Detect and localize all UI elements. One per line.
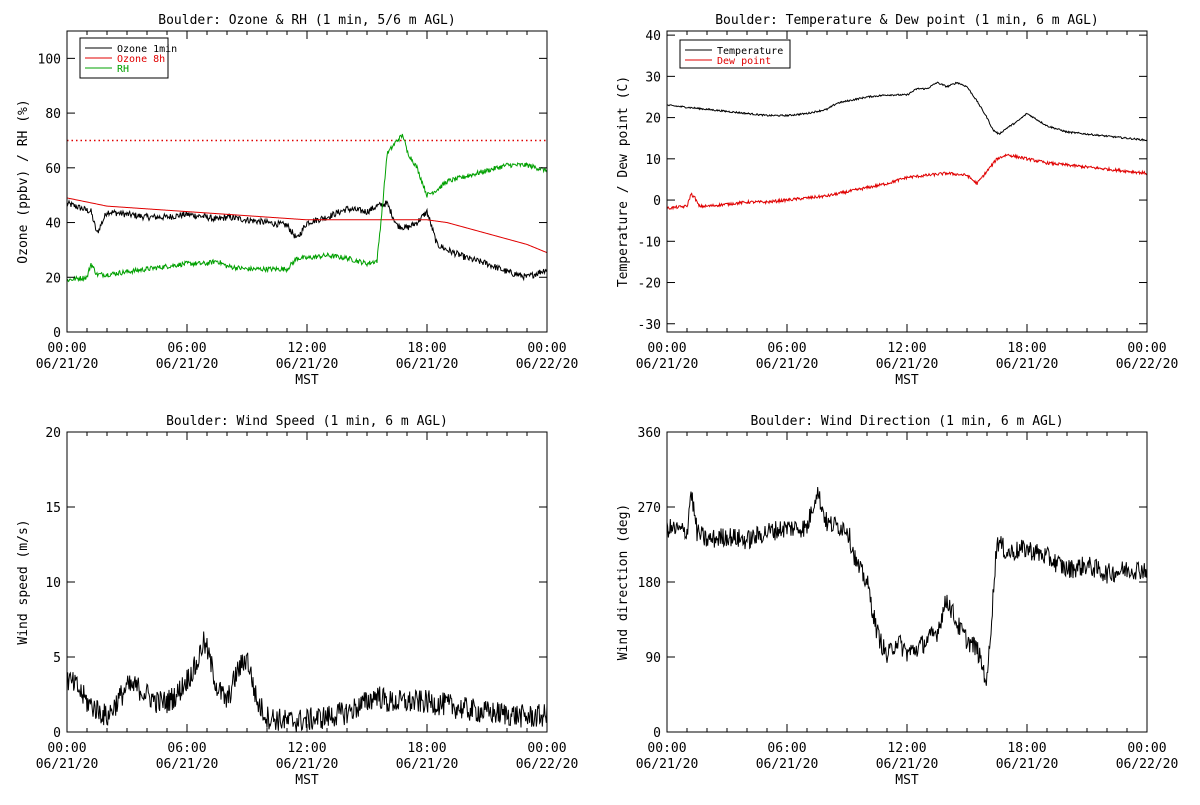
x-tick-label-date: 06/21/20	[756, 357, 819, 372]
y-tick-label: 10	[45, 576, 61, 591]
x-tick-label-time: 18:00	[407, 341, 446, 356]
series-line-temperature	[667, 81, 1147, 142]
y-tick-label: 0	[653, 194, 661, 209]
x-tick-label-time: 18:00	[1007, 741, 1046, 756]
y-tick-label: 40	[45, 217, 61, 232]
x-tick-label-time: 00:00	[647, 341, 686, 356]
x-tick-label-time: 00:00	[1127, 741, 1166, 756]
x-tick-label-time: 12:00	[287, 741, 326, 756]
series-line-ozone-1min	[67, 199, 547, 282]
y-tick-label: 20	[645, 112, 661, 127]
legend-label: Ozone 8h	[117, 54, 165, 65]
x-tick-label-time: 06:00	[167, 341, 206, 356]
y-tick-label: 270	[638, 501, 661, 516]
x-tick-label-date: 06/21/20	[396, 757, 459, 772]
y-axis-label: Wind direction (deg)	[616, 504, 631, 661]
y-tick-label: 5	[53, 651, 61, 666]
x-axis-label: MST	[895, 373, 919, 388]
y-axis-label: Ozone (ppbv) / RH (%)	[16, 99, 31, 263]
legend-label: RH	[117, 64, 129, 75]
y-tick-label: 15	[45, 501, 61, 516]
panel-wind_dir: Boulder: Wind Direction (1 min, 6 m AGL)…	[616, 414, 1178, 788]
x-tick-label-date: 06/21/20	[276, 757, 339, 772]
series-line-ozone-8h	[67, 197, 547, 254]
series-line-wind-direction	[667, 486, 1147, 686]
x-tick-label-time: 00:00	[527, 341, 566, 356]
chart-title: Boulder: Wind Speed (1 min, 6 m AGL)	[166, 414, 448, 429]
y-tick-label: 40	[645, 29, 661, 44]
y-tick-label: 0	[53, 726, 61, 741]
chart-title: Boulder: Wind Direction (1 min, 6 m AGL)	[750, 414, 1063, 429]
y-axis-label: Temperature / Dew point (C)	[616, 76, 631, 287]
legend-label: Temperature	[717, 46, 783, 57]
x-tick-label-time: 06:00	[167, 741, 206, 756]
x-tick-label-date: 06/22/20	[516, 757, 579, 772]
x-tick-label-date: 06/22/20	[1116, 757, 1179, 772]
x-tick-label-date: 06/21/20	[36, 757, 99, 772]
series-line-rh	[67, 133, 547, 283]
x-tick-label-date: 06/21/20	[276, 357, 339, 372]
y-tick-label: 20	[45, 426, 61, 441]
x-tick-label-date: 06/21/20	[156, 357, 219, 372]
x-axis-label: MST	[295, 773, 319, 788]
series-line-dew-point	[667, 153, 1147, 211]
y-tick-label: 80	[45, 107, 61, 122]
y-tick-label: 60	[45, 162, 61, 177]
chart-title: Boulder: Ozone & RH (1 min, 5/6 m AGL)	[158, 13, 455, 28]
y-tick-label: -10	[638, 235, 661, 250]
y-tick-label: 20	[45, 271, 61, 286]
y-tick-label: 10	[645, 153, 661, 168]
x-tick-label-date: 06/21/20	[636, 757, 699, 772]
x-tick-label-time: 06:00	[767, 741, 806, 756]
x-tick-label-date: 06/21/20	[876, 357, 939, 372]
x-tick-label-time: 00:00	[47, 341, 86, 356]
x-tick-label-date: 06/22/20	[1116, 357, 1179, 372]
x-axis-label: MST	[295, 373, 319, 388]
axis-frame	[666, 30, 1148, 333]
y-tick-label: 90	[645, 651, 661, 666]
y-tick-label: 0	[53, 326, 61, 341]
axis-frame	[666, 431, 1148, 733]
panel-wind_speed: Boulder: Wind Speed (1 min, 6 m AGL) 0 5 10…	[16, 414, 578, 788]
x-tick-label-time: 18:00	[1007, 341, 1046, 356]
y-tick-label: -30	[638, 318, 661, 333]
x-tick-label-time: 00:00	[647, 741, 686, 756]
x-tick-label-date: 06/22/20	[516, 357, 579, 372]
y-tick-label: -20	[638, 277, 661, 292]
x-tick-label-time: 06:00	[767, 341, 806, 356]
x-tick-label-time: 12:00	[887, 341, 926, 356]
x-tick-label-date: 06/21/20	[636, 357, 699, 372]
panel-temp_dew: Boulder: Temperature & Dew point (1 min,…	[616, 13, 1178, 388]
x-tick-label-date: 06/21/20	[156, 757, 219, 772]
panel-ozone_rh: Boulder: Ozone & RH (1 min, 5/6 m AGL) 0 2…	[16, 13, 578, 388]
chart-title: Boulder: Temperature & Dew point (1 min,…	[715, 13, 1099, 28]
x-tick-label-date: 06/21/20	[996, 757, 1059, 772]
x-tick-label-date: 06/21/20	[876, 757, 939, 772]
legend-box	[679, 39, 791, 69]
series-line-wind-speed	[67, 631, 547, 732]
x-tick-label-date: 06/21/20	[396, 357, 459, 372]
y-tick-label: 30	[645, 70, 661, 85]
x-tick-label-date: 06/21/20	[996, 357, 1059, 372]
x-tick-label-time: 18:00	[407, 741, 446, 756]
x-tick-label-time: 12:00	[887, 741, 926, 756]
x-axis-label: MST	[895, 773, 919, 788]
x-tick-label-time: 00:00	[1127, 341, 1166, 356]
x-tick-label-time: 00:00	[527, 741, 566, 756]
x-tick-label-time: 12:00	[287, 341, 326, 356]
x-tick-label-date: 06/21/20	[756, 757, 819, 772]
y-axis-label: Wind speed (m/s)	[16, 519, 31, 644]
y-tick-label: 360	[638, 426, 661, 441]
y-tick-label: 100	[38, 52, 61, 67]
legend-label: Dew point	[717, 56, 771, 67]
y-tick-label: 0	[653, 726, 661, 741]
x-tick-label-date: 06/21/20	[36, 357, 99, 372]
y-tick-label: 180	[638, 576, 661, 591]
x-tick-label-time: 00:00	[47, 741, 86, 756]
legend-label: Ozone 1min	[117, 44, 177, 55]
